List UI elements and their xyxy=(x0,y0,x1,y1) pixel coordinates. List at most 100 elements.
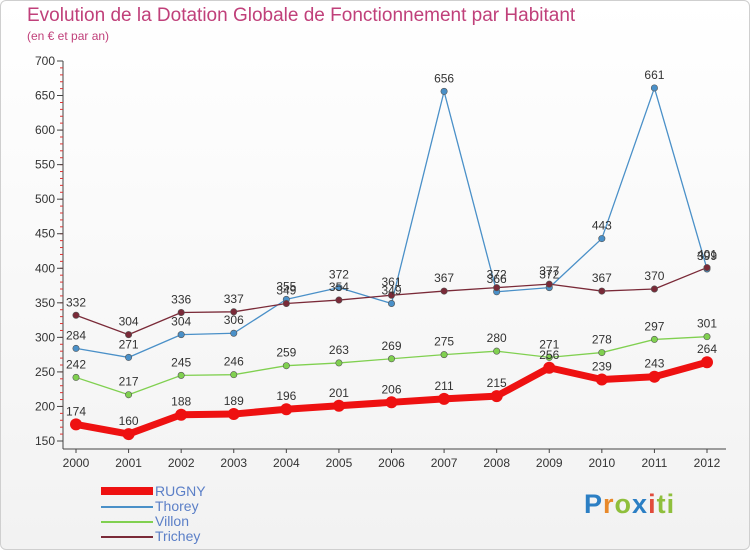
data-label-thorey: 366 xyxy=(487,272,507,286)
data-label-trichey: 361 xyxy=(381,275,401,289)
data-point-villon xyxy=(545,353,553,361)
y-tick-label: 200 xyxy=(35,399,55,413)
y-tick-label: 150 xyxy=(35,434,55,448)
data-label-trichey: 372 xyxy=(487,268,507,282)
data-point-trichey xyxy=(703,264,711,272)
data-point-rugny xyxy=(227,408,240,421)
data-label-trichey: 304 xyxy=(119,315,139,329)
data-point-thorey xyxy=(387,300,395,308)
data-point-villon xyxy=(230,371,238,379)
data-point-rugny xyxy=(122,428,135,441)
y-tick-label: 300 xyxy=(35,330,55,344)
data-point-trichey xyxy=(650,285,658,293)
data-point-thorey xyxy=(440,87,448,95)
data-point-trichey xyxy=(335,296,343,304)
data-label-thorey: 349 xyxy=(381,284,401,298)
data-label-villon: 278 xyxy=(592,333,612,347)
data-label-thorey: 656 xyxy=(434,71,454,85)
data-label-rugny: 256 xyxy=(539,348,559,362)
data-label-thorey: 284 xyxy=(66,328,86,342)
logo-letter: o xyxy=(614,489,633,519)
data-label-trichey: 332 xyxy=(66,295,86,309)
legend-swatch-thorey xyxy=(101,506,153,508)
legend-swatch-trichey xyxy=(101,536,153,538)
x-tick-label: 2010 xyxy=(588,456,615,470)
y-tick-label: 700 xyxy=(35,54,55,68)
y-tick-label: 650 xyxy=(35,89,55,103)
data-label-trichey: 370 xyxy=(644,269,664,283)
data-label-rugny: 211 xyxy=(435,379,454,393)
data-point-trichey xyxy=(72,311,80,319)
data-point-thorey xyxy=(650,84,658,92)
data-point-villon xyxy=(598,349,606,357)
data-label-rugny: 189 xyxy=(224,394,244,408)
data-label-villon: 269 xyxy=(381,339,401,353)
data-label-rugny: 239 xyxy=(592,360,612,374)
data-point-trichey xyxy=(177,308,185,316)
data-label-villon: 263 xyxy=(329,343,349,357)
logo-letter: r xyxy=(603,489,615,519)
chart-subtitle: (en € et par an) xyxy=(27,29,110,43)
data-label-rugny: 215 xyxy=(487,376,507,390)
legend-label-rugny: RUGNY xyxy=(155,483,206,499)
data-point-trichey xyxy=(387,291,395,299)
data-point-villon xyxy=(387,355,395,363)
data-point-thorey xyxy=(335,284,343,292)
data-label-trichey: 336 xyxy=(171,292,191,306)
data-label-rugny: 206 xyxy=(381,382,401,396)
legend-label-villon: Villon xyxy=(155,513,189,529)
data-label-thorey: 661 xyxy=(644,68,664,82)
y-tick-label: 550 xyxy=(35,158,55,172)
legend-label-trichey: Trichey xyxy=(155,528,201,544)
data-point-rugny xyxy=(595,373,608,386)
data-label-villon: 301 xyxy=(697,317,717,331)
data-point-rugny xyxy=(280,403,293,416)
logo-letter: x xyxy=(632,489,649,519)
data-label-trichey: 349 xyxy=(276,284,296,298)
data-point-rugny xyxy=(332,399,345,412)
data-point-thorey xyxy=(125,353,133,361)
logo-letter: P xyxy=(584,489,604,519)
data-point-rugny xyxy=(490,390,503,403)
x-tick-label: 2005 xyxy=(326,456,353,470)
y-tick-label: 500 xyxy=(35,192,55,206)
data-label-trichey: 377 xyxy=(539,264,559,278)
data-label-rugny: 196 xyxy=(276,389,296,403)
x-tick-label: 2011 xyxy=(642,456,668,470)
data-point-villon xyxy=(125,391,133,399)
data-point-trichey xyxy=(440,287,448,295)
data-point-trichey xyxy=(230,308,238,316)
y-tick-label: 400 xyxy=(35,261,55,275)
x-tick-label: 2012 xyxy=(694,456,721,470)
data-point-rugny xyxy=(385,396,398,409)
x-tick-label: 2002 xyxy=(168,456,195,470)
x-tick-label: 2003 xyxy=(220,456,247,470)
logo-letter: ti xyxy=(656,489,676,519)
data-label-thorey: 304 xyxy=(171,315,191,329)
legend-swatch-rugny xyxy=(101,487,153,495)
data-point-thorey xyxy=(177,331,185,339)
y-tick-label: 600 xyxy=(35,123,55,137)
data-point-villon xyxy=(282,362,290,370)
data-point-trichey xyxy=(545,280,553,288)
data-point-trichey xyxy=(125,331,133,339)
proxiti-logo: Proxiti xyxy=(584,489,675,520)
data-label-rugny: 174 xyxy=(66,404,86,418)
data-point-rugny xyxy=(543,361,556,374)
data-label-rugny: 188 xyxy=(171,395,191,409)
data-label-rugny: 243 xyxy=(644,357,664,371)
data-point-rugny xyxy=(175,408,188,421)
data-point-thorey xyxy=(72,344,80,352)
data-label-villon: 275 xyxy=(434,335,454,349)
y-tick-label: 350 xyxy=(35,296,55,310)
data-label-thorey: 372 xyxy=(329,268,349,282)
data-point-villon xyxy=(703,333,711,341)
data-label-trichey: 401 xyxy=(697,248,717,262)
x-tick-label: 2004 xyxy=(273,456,300,470)
data-point-villon xyxy=(493,347,501,355)
x-tick-label: 2007 xyxy=(431,456,458,470)
data-label-villon: 217 xyxy=(119,375,139,389)
line-chart: 150 200 250 300 350 400 450 500 550 600 650 700 2000… xyxy=(35,54,726,470)
data-label-villon: 280 xyxy=(487,331,507,345)
data-label-rugny: 264 xyxy=(697,342,717,356)
